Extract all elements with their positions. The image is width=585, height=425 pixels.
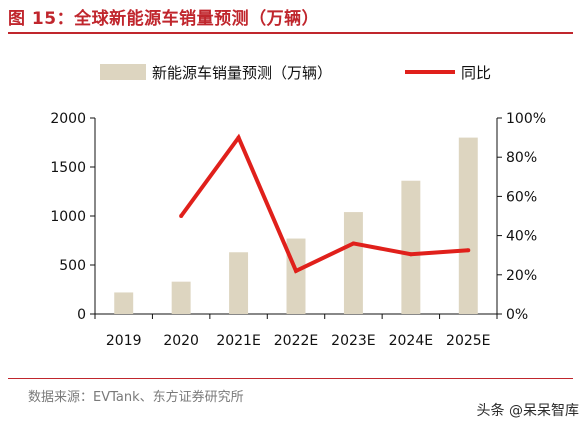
left-tick-label: 1500 xyxy=(50,160,86,176)
bar xyxy=(229,252,249,314)
title-divider xyxy=(8,32,573,34)
x-tick-label: 2023E xyxy=(331,333,375,349)
source-note: 数据来源：EVTank、东方证券研究所 xyxy=(28,390,244,405)
yoy-point xyxy=(466,248,471,253)
right-tick-label: 80% xyxy=(506,150,537,166)
left-tick-label: 1000 xyxy=(50,209,86,225)
right-tick-label: 100% xyxy=(506,111,546,127)
footer-divider xyxy=(8,378,573,379)
legend: 新能源车销量预测（万辆） 同比 xyxy=(100,64,491,82)
bar xyxy=(401,180,421,314)
left-y-ticks: 0 500 1000 1500 2000 xyxy=(50,111,95,323)
x-tick-label: 2024E xyxy=(389,333,433,349)
right-tick-label: 60% xyxy=(506,189,537,205)
bar xyxy=(458,137,478,314)
bar-series xyxy=(114,137,478,314)
yoy-point xyxy=(179,214,184,218)
x-tick-label: 2020 xyxy=(163,333,199,349)
x-tick-label: 2021E xyxy=(216,333,260,349)
yoy-point xyxy=(294,268,298,273)
left-tick-label: 0 xyxy=(77,307,86,323)
yoy-line xyxy=(179,133,469,274)
left-tick-label: 2000 xyxy=(50,111,86,127)
legend-line-label: 同比 xyxy=(461,64,491,82)
x-tick-label: 2022E xyxy=(274,333,318,349)
line-series xyxy=(179,133,471,274)
left-tick-label: 500 xyxy=(59,258,86,274)
chart-title: 图 15：全球新能源车销量预测（万辆） xyxy=(8,9,320,29)
right-tick-label: 20% xyxy=(506,268,537,284)
right-tick-label: 40% xyxy=(506,229,537,245)
bar xyxy=(114,292,134,314)
bar xyxy=(171,281,191,314)
right-y-ticks: 0% 20% 40% 60% 80% 100% xyxy=(497,111,546,323)
watermark: 头条 @呆呆智库 xyxy=(476,403,579,419)
x-tick-label: 2025E xyxy=(446,333,490,349)
x-tick-label: 2019 xyxy=(106,333,142,349)
yoy-point xyxy=(236,135,241,140)
bar xyxy=(286,238,306,314)
x-ticks: 2019 2020 2021E 2022E 2023E 2024E 2025E xyxy=(94,314,498,349)
yoy-point xyxy=(351,241,356,246)
yoy-point xyxy=(408,252,413,257)
right-tick-label: 0% xyxy=(506,307,528,323)
bar xyxy=(343,212,363,314)
legend-bar-swatch xyxy=(100,64,146,80)
legend-bar-label: 新能源车销量预测（万辆） xyxy=(152,64,332,82)
